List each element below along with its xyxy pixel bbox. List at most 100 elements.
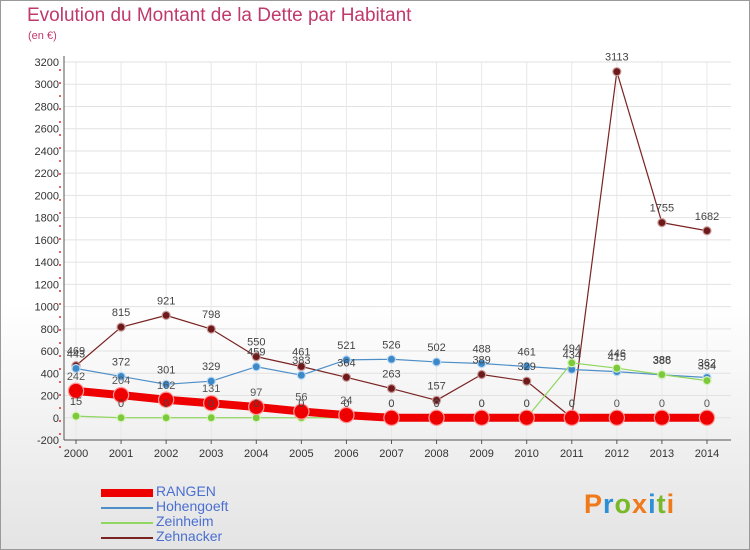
data-label: 461: [292, 347, 310, 359]
data-label: 386: [653, 355, 671, 367]
data-point: [69, 383, 83, 398]
x-tick-label: 2009: [469, 448, 493, 460]
data-label: 0: [614, 398, 620, 410]
x-tick-label: 2001: [109, 448, 133, 460]
data-point: [433, 396, 440, 404]
data-point: [613, 68, 621, 76]
data-point: [478, 371, 486, 378]
data-point: [343, 373, 350, 381]
data-label: 0: [569, 398, 575, 410]
logo-letter: P: [584, 489, 604, 519]
x-tick-label: 2014: [695, 448, 719, 460]
legend-label: Hohengoeft: [156, 498, 229, 514]
chart-title: Evolution du Montant de la Dette par Hab…: [27, 5, 412, 26]
data-label: 446: [608, 348, 626, 360]
data-label: 364: [337, 357, 355, 369]
y-tick-label: 2800: [35, 101, 59, 113]
data-label: 434: [563, 350, 581, 362]
proxiti-logo: Proxiti: [584, 489, 675, 520]
data-point: [207, 377, 215, 385]
data-point: [384, 410, 399, 425]
x-tick-label: 2007: [379, 448, 403, 460]
data-label: 488: [472, 344, 490, 356]
data-point: [207, 325, 215, 333]
data-point: [72, 412, 80, 420]
data-label: 15: [70, 396, 82, 408]
axes: -200020040060080010001200140016001800200…: [35, 56, 731, 460]
data-label: 521: [337, 340, 355, 352]
x-tick-label: 2013: [650, 448, 674, 460]
data-point: [339, 408, 354, 423]
logo-letter: i: [648, 489, 657, 519]
data-point: [252, 363, 260, 371]
data-point: [343, 356, 350, 364]
y-tick-label: 1600: [35, 235, 59, 247]
data-label: 157: [427, 380, 445, 392]
y-tick-label: 0: [53, 413, 59, 425]
data-point: [568, 359, 576, 367]
logo-letter: i: [666, 489, 676, 519]
data-point: [162, 311, 170, 319]
chart-unit: (en €): [28, 30, 57, 42]
data-point: [388, 385, 395, 392]
x-tick-label: 2010: [514, 448, 538, 460]
data-label: 162: [157, 380, 175, 392]
data-label: 461: [518, 347, 536, 359]
data-label: 131: [202, 383, 220, 395]
data-labels: 469 815 921 798 550 461 364 263 157 389 329 0 3113 17…: [67, 52, 719, 410]
data-point: [252, 414, 260, 422]
x-tick-label: 2005: [289, 448, 313, 460]
data-label: 494: [563, 343, 581, 355]
data-label: 815: [112, 307, 130, 319]
data-point: [294, 404, 309, 419]
legend-swatch: [101, 522, 153, 524]
x-tick-label: 2000: [64, 448, 88, 460]
data-point: [519, 410, 534, 425]
data-point: [568, 366, 576, 373]
x-tick-label: 2003: [199, 448, 223, 460]
x-tick-label: 2004: [244, 448, 268, 460]
data-label: 329: [518, 361, 536, 373]
data-label: 0: [524, 398, 530, 410]
data-point: [159, 392, 174, 407]
data-label: 921: [157, 295, 175, 307]
y-tick-label: 3000: [35, 79, 59, 91]
data-point: [523, 377, 531, 385]
y-tick-label: 2000: [35, 190, 59, 202]
data-point: [433, 358, 440, 366]
data-label: 469: [67, 346, 85, 358]
data-point: [654, 410, 669, 425]
data-point: [478, 360, 486, 367]
data-point: [703, 377, 711, 385]
data-label: 334: [698, 361, 716, 373]
data-label: 459: [247, 347, 265, 359]
data-label: 388: [653, 355, 671, 367]
data-label: 362: [698, 358, 716, 370]
data-label: 0: [118, 398, 124, 410]
data-point: [117, 373, 125, 380]
y-tick-label: 2200: [35, 168, 59, 180]
x-tick-label: 2002: [154, 448, 178, 460]
data-point: [474, 410, 489, 425]
data-label: 0: [433, 398, 439, 410]
data-point: [564, 410, 579, 425]
data-point: [703, 227, 711, 235]
data-label: 502: [427, 342, 445, 354]
y-tick-label: 2600: [35, 124, 59, 136]
data-label: 24: [340, 395, 352, 407]
y-tick-label: 1400: [35, 257, 59, 269]
data-point: [117, 323, 125, 331]
legend-label: Zeinheim: [156, 513, 214, 529]
data-point: [429, 410, 444, 425]
y-tick-label: 1800: [35, 213, 59, 225]
legend-swatch: [101, 507, 153, 509]
logo-letter: t: [656, 489, 667, 519]
data-point: [249, 399, 264, 414]
y-tick-label: 800: [41, 324, 59, 336]
data-point: [252, 353, 260, 361]
data-point: [658, 219, 666, 227]
y-tick-label: 600: [41, 346, 59, 358]
data-label: 263: [382, 369, 400, 381]
